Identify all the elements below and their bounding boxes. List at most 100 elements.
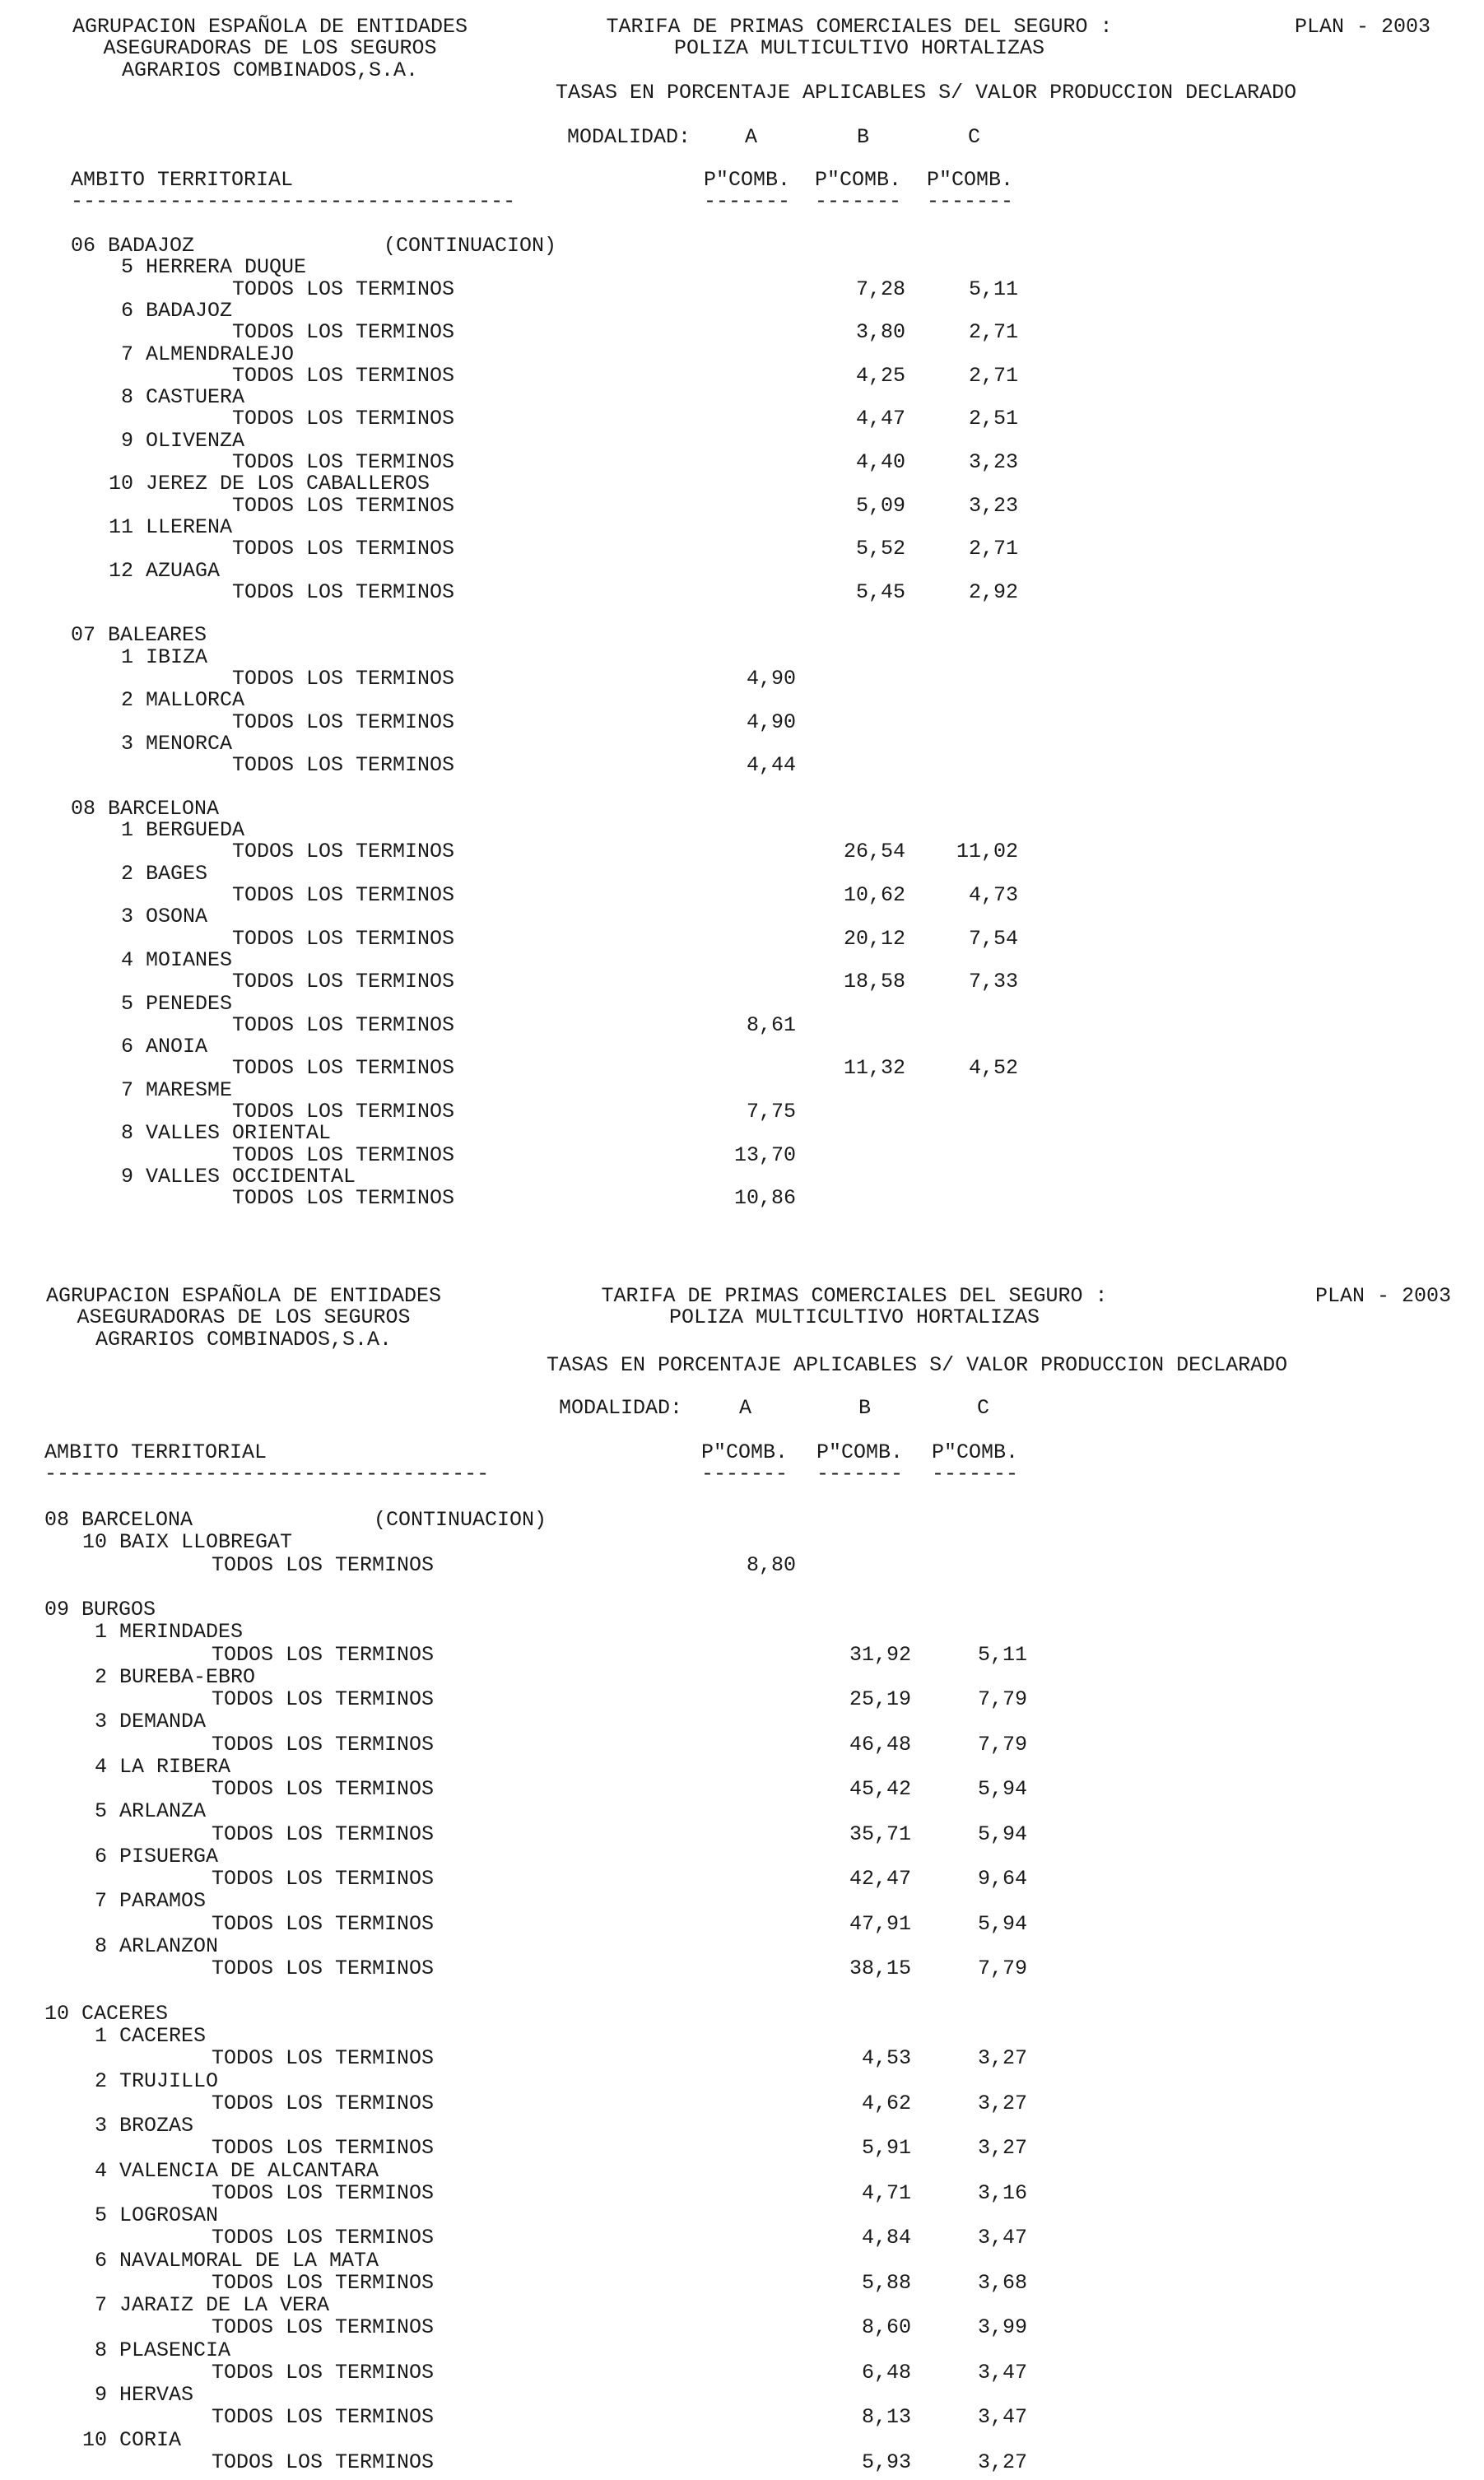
column-header: P"COMB.: [927, 168, 1014, 192]
modalidad-column-2: C: [968, 125, 981, 149]
district-label: 2 MALLORCA: [121, 688, 245, 713]
terms-label: TODOS LOS TERMINOS: [232, 883, 455, 907]
document-title-line: TARIFA DE PRIMAS COMERCIALES DEL SEGURO …: [601, 1284, 1108, 1308]
rate-a: 4,90: [746, 667, 796, 691]
rate-b: 6,48: [861, 2360, 911, 2385]
ambito-header: AMBITO TERRITORIAL: [44, 1440, 267, 1464]
rate-b: 20,12: [843, 926, 905, 951]
terms-label: TODOS LOS TERMINOS: [232, 579, 455, 604]
terms-label: TODOS LOS TERMINOS: [232, 710, 455, 734]
column-header: P"COMB.: [815, 168, 902, 192]
district-label: 10 BAIX LLOBREGAT: [82, 1530, 293, 1555]
district-label: 1 BERGUEDA: [121, 818, 245, 843]
rate-b: 31,92: [849, 1642, 911, 1667]
terms-label: TODOS LOS TERMINOS: [232, 407, 455, 431]
modalidad-label: MODALIDAD:: [559, 1396, 683, 1420]
terms-label: TODOS LOS TERMINOS: [212, 1732, 435, 1756]
rate-c: 11,02: [956, 840, 1018, 864]
column-header: P"COMB.: [816, 1440, 904, 1464]
column-header: P"COMB.: [932, 1440, 1019, 1464]
rate-c: 2,51: [968, 407, 1018, 431]
rate-c: 3,68: [977, 2270, 1027, 2295]
subtitle: TASAS EN PORCENTAJE APLICABLES S/ VALOR …: [556, 81, 1297, 105]
district-label: 1 MERINDADES: [95, 1620, 244, 1645]
district-label: 5 PENEDES: [121, 991, 233, 1016]
district-label: 5 ARLANZA: [95, 1799, 207, 1824]
rate-c: 7,79: [977, 1957, 1027, 1981]
modalidad-column-0: A: [739, 1396, 752, 1420]
rate-c: 3,23: [968, 493, 1018, 518]
rate-b: 18,58: [843, 970, 905, 994]
province-label: 09 BURGOS: [44, 1598, 156, 1622]
subtitle: TASAS EN PORCENTAJE APLICABLES S/ VALOR …: [547, 1353, 1288, 1377]
org-name-line: ASEGURADORAS DE LOS SEGUROS: [103, 36, 437, 60]
district-label: 5 HERRERA DUQUE: [121, 255, 307, 280]
terms-label: TODOS LOS TERMINOS: [212, 2315, 435, 2340]
rate-b: 35,71: [849, 1822, 911, 1846]
rate-c: 3,47: [977, 2226, 1027, 2250]
terms-label: TODOS LOS TERMINOS: [232, 537, 455, 561]
org-name-line: AGRUPACION ESPAÑOLA DE ENTIDADES: [45, 1284, 442, 1308]
modalidad-column-2: C: [977, 1396, 990, 1420]
district-label: 9 HERVAS: [95, 2383, 194, 2408]
district-label: 4 LA RIBERA: [95, 1754, 231, 1779]
terms-label: TODOS LOS TERMINOS: [212, 1777, 435, 1802]
rate-b: 5,93: [861, 2450, 911, 2474]
rate-a: 4,90: [746, 710, 796, 734]
rate-b: 46,48: [849, 1732, 911, 1756]
column-divider: -------: [704, 189, 791, 213]
terms-label: TODOS LOS TERMINOS: [232, 363, 455, 388]
rate-b: 5,88: [861, 2270, 911, 2295]
column-header: P"COMB.: [704, 168, 791, 192]
district-label: 1 CACERES: [95, 2023, 207, 2048]
rate-b: 26,54: [843, 840, 905, 864]
rate-c: 2,71: [968, 537, 1018, 561]
terms-label: TODOS LOS TERMINOS: [232, 1186, 455, 1211]
rate-c: 3,16: [977, 2180, 1027, 2205]
province-label: 08 BARCELONA: [44, 1508, 193, 1532]
rate-b: 4,40: [855, 450, 905, 474]
column-header: P"COMB.: [701, 1440, 789, 1464]
district-label: 8 ARLANZON: [95, 1933, 219, 1958]
modalidad-column-1: B: [857, 125, 870, 149]
terms-label: TODOS LOS TERMINOS: [212, 1642, 435, 1667]
rate-c: 7,33: [968, 970, 1018, 994]
terms-label: TODOS LOS TERMINOS: [232, 753, 455, 778]
rate-a: 7,75: [746, 1100, 796, 1124]
terms-label: TODOS LOS TERMINOS: [212, 2180, 435, 2205]
district-label: 8 PLASENCIA: [95, 2338, 231, 2362]
rate-b: 3,80: [855, 320, 905, 345]
rate-c: 2,71: [968, 363, 1018, 388]
district-label: 1 IBIZA: [121, 644, 208, 669]
district-label: 10 CORIA: [82, 2427, 182, 2452]
rate-c: 3,27: [977, 2091, 1027, 2115]
rate-b: 45,42: [849, 1777, 911, 1802]
district-label: 6 NAVALMORAL DE LA MATA: [95, 2248, 379, 2273]
district-label: 9 VALLES OCCIDENTAL: [121, 1164, 356, 1189]
rate-a: 4,44: [746, 753, 796, 778]
district-label: 6 PISUERGA: [95, 1844, 219, 1868]
rate-c: 3,27: [977, 2046, 1027, 2071]
continuation-note: (CONTINUACION): [374, 1508, 547, 1532]
rate-b: 11,32: [843, 1056, 905, 1081]
rate-b: 42,47: [849, 1867, 911, 1891]
rate-c: 3,99: [977, 2315, 1027, 2340]
province-label: 07 BALEARES: [71, 623, 207, 648]
org-name-line: AGRARIOS COMBINADOS,S.A.: [121, 58, 419, 82]
terms-label: TODOS LOS TERMINOS: [212, 2226, 435, 2250]
rate-c: 2,71: [968, 320, 1018, 345]
terms-label: TODOS LOS TERMINOS: [212, 2046, 435, 2071]
terms-label: TODOS LOS TERMINOS: [212, 1552, 435, 1577]
plan-label: PLAN - 2003: [1315, 1284, 1452, 1308]
terms-label: TODOS LOS TERMINOS: [212, 2270, 435, 2295]
rate-c: 4,52: [968, 1056, 1018, 1081]
rate-b: 8,13: [861, 2405, 911, 2430]
rate-a: 8,80: [746, 1552, 796, 1577]
rate-c: 5,94: [977, 1822, 1027, 1846]
rate-c: 3,27: [977, 2136, 1027, 2161]
ambito-header: AMBITO TERRITORIAL: [71, 168, 294, 192]
rate-b: 5,45: [855, 579, 905, 604]
terms-label: TODOS LOS TERMINOS: [212, 1822, 435, 1846]
terms-label: TODOS LOS TERMINOS: [232, 1142, 455, 1167]
rate-c: 7,79: [977, 1687, 1027, 1712]
